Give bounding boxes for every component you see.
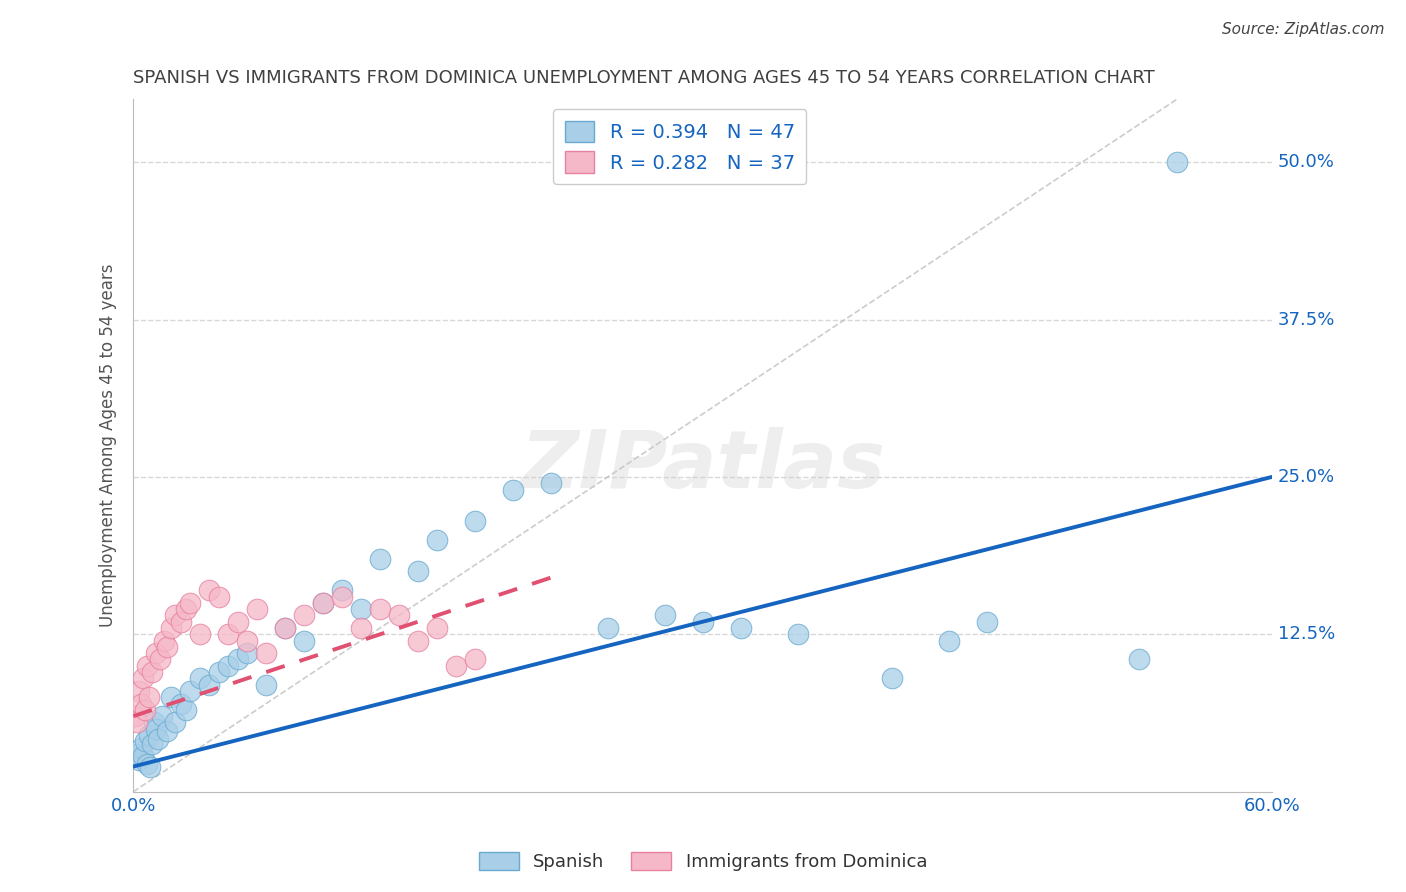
Point xyxy=(188,672,211,686)
Point xyxy=(330,590,353,604)
Point xyxy=(176,703,198,717)
Point xyxy=(129,740,152,755)
Point xyxy=(127,747,149,761)
Point xyxy=(179,684,201,698)
Point xyxy=(938,633,960,648)
Point xyxy=(160,621,183,635)
Point xyxy=(143,715,166,730)
Point xyxy=(128,684,150,698)
Point xyxy=(274,621,297,635)
Point xyxy=(170,615,193,629)
Text: 50.0%: 50.0% xyxy=(1278,153,1334,171)
Point xyxy=(596,621,619,635)
Point xyxy=(350,621,373,635)
Point xyxy=(198,678,221,692)
Point xyxy=(502,483,524,497)
Point xyxy=(141,665,163,679)
Point xyxy=(132,672,155,686)
Point xyxy=(254,646,277,660)
Point xyxy=(176,602,198,616)
Point xyxy=(149,652,172,666)
Point xyxy=(406,565,429,579)
Point xyxy=(188,627,211,641)
Point xyxy=(138,728,160,742)
Point xyxy=(134,703,156,717)
Point xyxy=(145,722,167,736)
Point xyxy=(132,749,155,764)
Point xyxy=(217,658,239,673)
Point xyxy=(198,583,221,598)
Text: 25.0%: 25.0% xyxy=(1278,468,1334,486)
Text: 12.5%: 12.5% xyxy=(1278,625,1334,643)
Point xyxy=(350,602,373,616)
Point xyxy=(165,608,187,623)
Point xyxy=(124,709,146,723)
Point xyxy=(141,737,163,751)
Point xyxy=(236,646,259,660)
Text: 37.5%: 37.5% xyxy=(1278,310,1336,328)
Point xyxy=(217,627,239,641)
Point xyxy=(208,590,231,604)
Point xyxy=(426,533,449,547)
Point xyxy=(128,753,150,767)
Point xyxy=(692,615,714,629)
Point xyxy=(236,633,259,648)
Legend: Spanish, Immigrants from Dominica: Spanish, Immigrants from Dominica xyxy=(471,845,935,879)
Point xyxy=(156,724,179,739)
Point xyxy=(330,583,353,598)
Point xyxy=(226,652,249,666)
Point xyxy=(444,658,467,673)
Point xyxy=(150,709,173,723)
Point xyxy=(170,697,193,711)
Point xyxy=(388,608,411,623)
Point xyxy=(146,731,169,746)
Point xyxy=(1166,155,1188,169)
Point xyxy=(152,633,174,648)
Point xyxy=(730,621,752,635)
Point xyxy=(127,715,149,730)
Point xyxy=(464,652,486,666)
Point xyxy=(165,715,187,730)
Text: Source: ZipAtlas.com: Source: ZipAtlas.com xyxy=(1222,22,1385,37)
Y-axis label: Unemployment Among Ages 45 to 54 years: Unemployment Among Ages 45 to 54 years xyxy=(100,264,117,627)
Point xyxy=(976,615,998,629)
Point xyxy=(464,514,486,528)
Point xyxy=(406,633,429,648)
Point xyxy=(246,602,269,616)
Point xyxy=(426,621,449,635)
Point xyxy=(654,608,676,623)
Point xyxy=(135,658,157,673)
Point xyxy=(208,665,231,679)
Text: SPANISH VS IMMIGRANTS FROM DOMINICA UNEMPLOYMENT AMONG AGES 45 TO 54 YEARS CORRE: SPANISH VS IMMIGRANTS FROM DOMINICA UNEM… xyxy=(134,69,1156,87)
Point xyxy=(129,697,152,711)
Legend: R = 0.394   N = 47, R = 0.282   N = 37: R = 0.394 N = 47, R = 0.282 N = 37 xyxy=(554,109,807,185)
Point xyxy=(274,621,297,635)
Point xyxy=(312,596,335,610)
Point xyxy=(312,596,335,610)
Point xyxy=(134,734,156,748)
Point xyxy=(160,690,183,705)
Point xyxy=(156,640,179,654)
Point xyxy=(786,627,808,641)
Point xyxy=(138,690,160,705)
Point xyxy=(135,757,157,772)
Point xyxy=(1128,652,1150,666)
Point xyxy=(368,602,391,616)
Point xyxy=(179,596,201,610)
Point xyxy=(292,608,315,623)
Text: ZIPatlas: ZIPatlas xyxy=(520,427,886,505)
Point xyxy=(226,615,249,629)
Point xyxy=(254,678,277,692)
Point xyxy=(540,476,562,491)
Point xyxy=(368,551,391,566)
Point xyxy=(882,672,904,686)
Point xyxy=(145,646,167,660)
Point xyxy=(139,759,162,773)
Point xyxy=(292,633,315,648)
